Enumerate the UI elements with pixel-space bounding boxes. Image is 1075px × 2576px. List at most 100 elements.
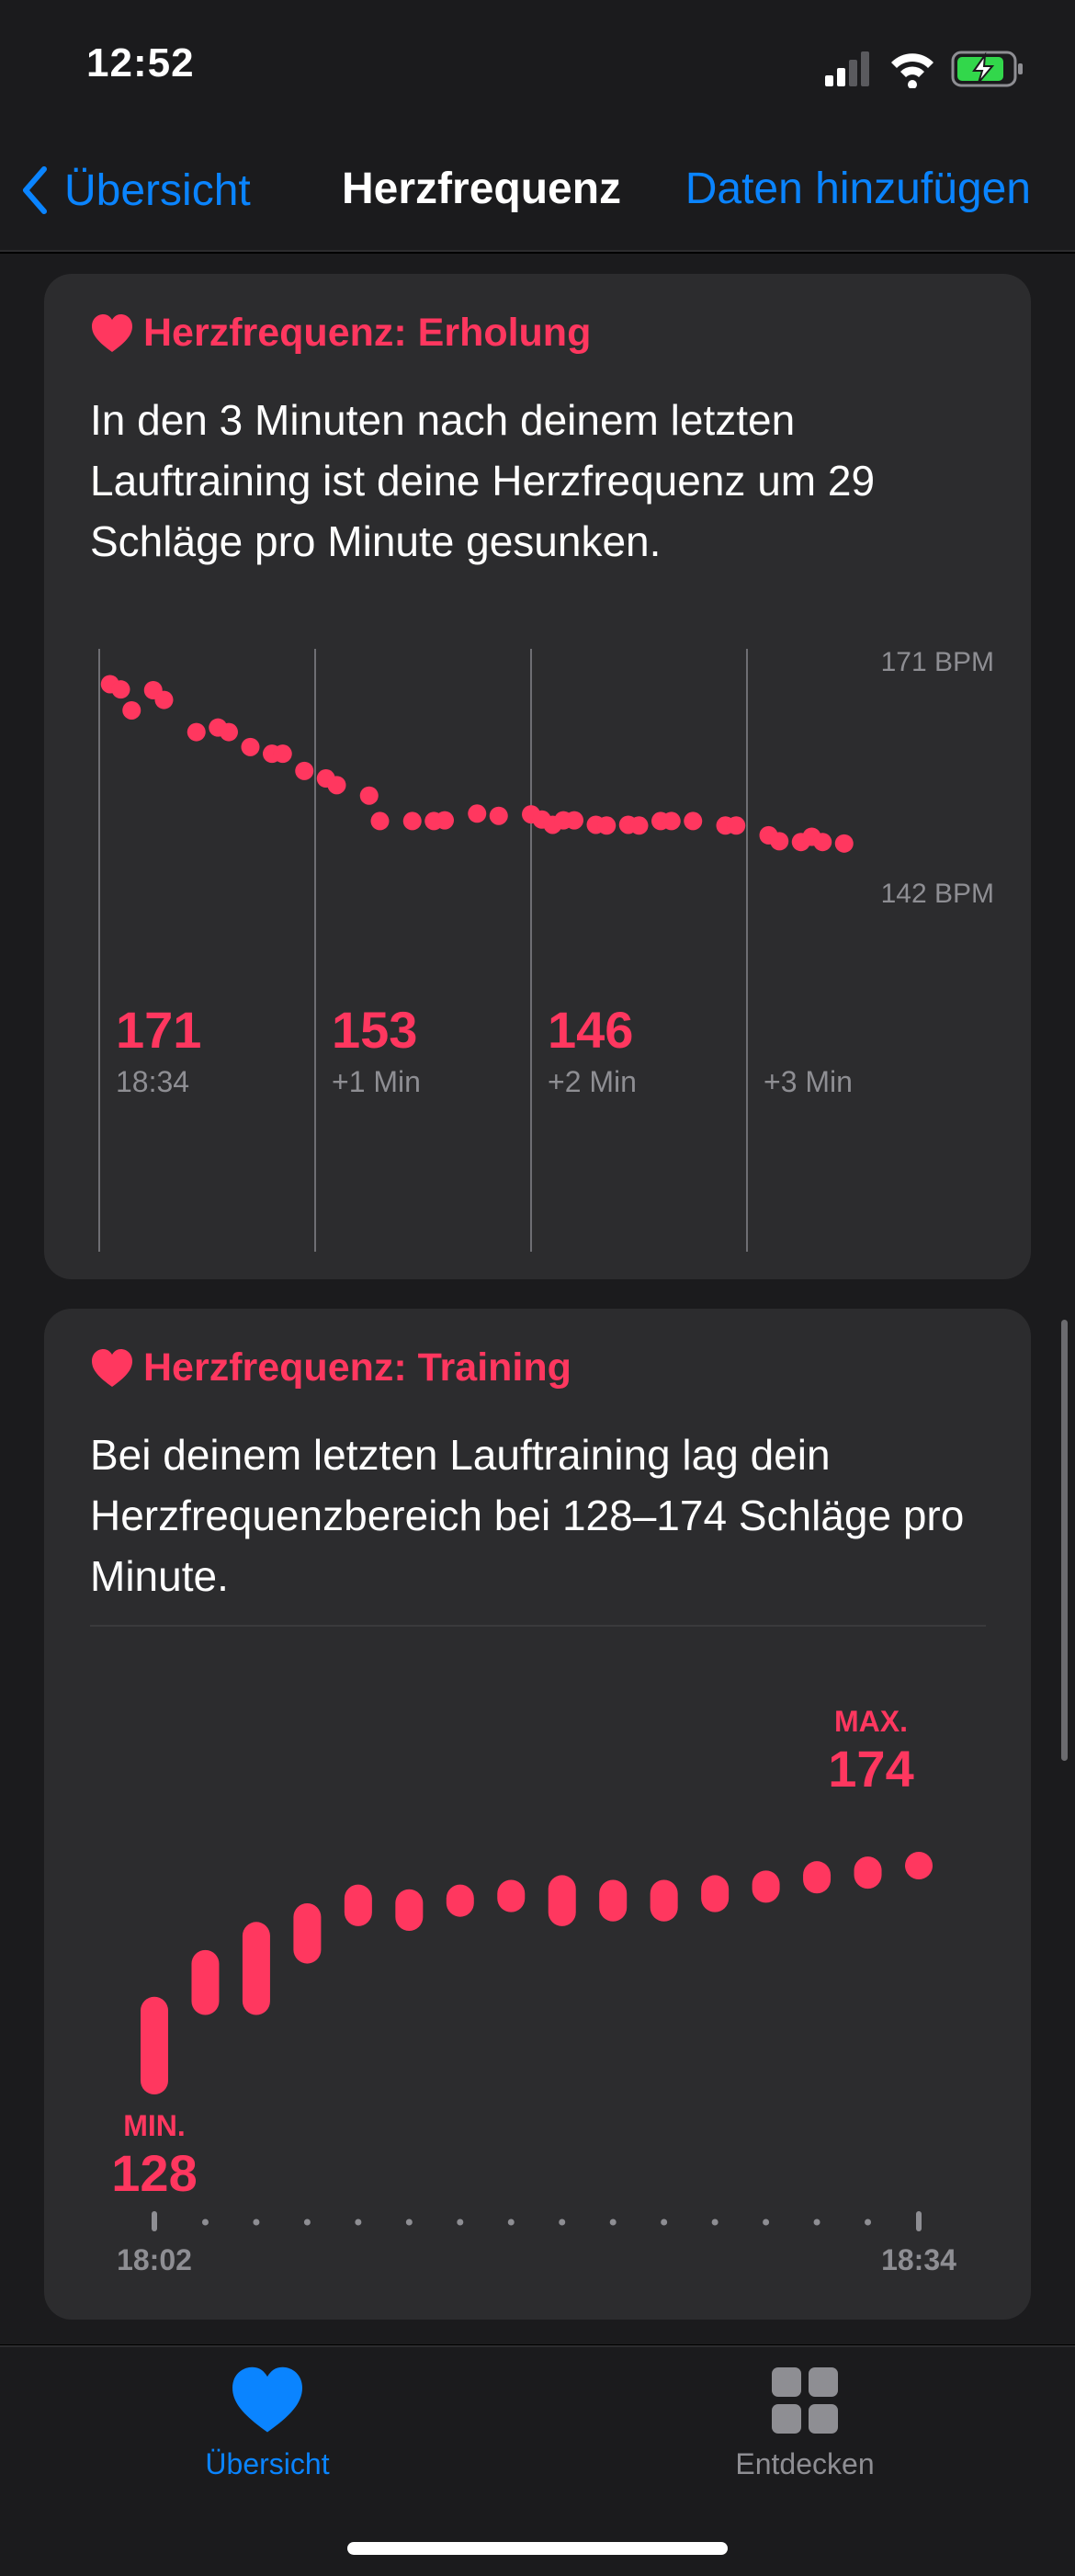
marker-value: 171 [116,1001,201,1059]
marker-label: 18:34 [116,1065,189,1098]
card-description: In den 3 Minuten nach deinem letzten Lau… [90,396,876,565]
range-bar [395,1889,424,1931]
x-axis-tick [355,2219,362,2226]
data-point [370,811,390,831]
x-axis-tick [152,2211,157,2231]
range-bar [599,1879,628,1922]
x-axis-tick [916,2211,922,2231]
range-bar [854,1856,882,1889]
marker-value: 146 [548,1001,633,1059]
data-point [727,816,746,835]
chevron-left-icon [23,166,47,214]
range-bar [497,1879,526,1912]
min-value: 128 [111,2144,197,2202]
back-button[interactable]: Übersicht [20,158,251,222]
y-axis-min-label: 142 BPM [881,879,994,909]
marker-label: +2 Min [548,1065,637,1098]
y-axis-max-label: 171 BPM [881,649,994,677]
data-point [834,834,854,853]
min-label: MIN. [123,2109,186,2142]
data-point [359,786,379,805]
heart-icon [232,2366,302,2433]
tab-discover[interactable]: Entdecken [667,2366,943,2481]
x-axis-start-label: 18:02 [117,2243,192,2276]
tab-label: Übersicht [205,2447,330,2480]
heart-icon [92,1348,132,1387]
main-content[interactable]: Herzfrequenz: Erholung In den 3 Minuten … [0,254,1075,2344]
x-axis-tick [507,2219,515,2226]
data-point [662,811,681,831]
x-axis-tick [201,2219,209,2226]
heart-icon [92,313,132,352]
range-bar [905,1852,933,1879]
range-bar [344,1884,372,1926]
x-axis-end-label: 18:34 [881,2243,956,2276]
x-axis-tick [865,2219,872,2226]
data-point [684,811,703,831]
data-point [122,700,141,720]
range-bar [548,1875,576,1926]
tab-label: Entdecken [735,2447,875,2480]
navigation-bar: 12:52 Übersicht Herzfrequenz Daten hinzu… [0,0,1075,252]
x-axis-tick [405,2219,413,2226]
data-point [468,804,487,823]
x-axis-tick [813,2219,820,2226]
card-title: Herzfrequenz: Training [143,1345,571,1390]
divider [90,1625,986,1627]
data-point [220,722,238,742]
home-indicator[interactable] [347,2542,728,2555]
x-axis-tick [559,2219,566,2226]
training-chart: MAX.174 MIN.128 18:02 18:34 [111,1705,956,2276]
data-point [327,776,346,795]
x-axis-tick [457,2219,464,2226]
range-bar [752,1870,780,1903]
page-title: Herzfrequenz [342,165,622,213]
marker-label: +3 Min [764,1065,853,1098]
tab-bar: Übersicht Entdecken [0,2345,1075,2576]
wifi-icon [891,53,934,88]
data-point [597,816,617,835]
data-point [402,811,422,831]
training-card[interactable]: Herzfrequenz: Training Bei deinem letzte… [44,1309,1031,2320]
battery-icon [951,51,1023,87]
tab-overview[interactable]: Übersicht [130,2366,405,2481]
data-point [436,811,454,830]
recovery-chart: 171 BPM 142 BPM 171 18:34 153 +1 Min 146 +2 Min… [98,649,994,1252]
x-axis-tick [253,2219,260,2226]
data-point [295,761,314,780]
marker-value: 153 [332,1001,417,1059]
x-axis-tick [711,2219,719,2226]
data-point [813,833,832,852]
data-point [241,737,260,756]
scroll-indicator[interactable] [1061,1320,1068,1761]
card-description: Bei deinem letzten Lauftraining lag dein… [90,1431,965,1600]
range-bar [293,1902,322,1964]
signal-icon [825,51,869,86]
add-data-button[interactable]: Daten hinzufügen [685,165,1031,213]
data-point [187,722,206,742]
data-point [629,816,649,835]
range-bar [242,1922,270,2015]
status-time: 12:52 [86,40,195,85]
range-bar [141,1996,168,2094]
marker-label: +1 Min [332,1065,421,1098]
range-bar [191,1949,220,2015]
status-icons [825,51,1023,88]
back-label: Übersicht [64,165,251,215]
range-bar [650,1879,678,1922]
data-point [154,690,174,709]
card-header: Herzfrequenz: Training [90,1345,571,1390]
max-value: 174 [828,1740,913,1798]
data-point [273,744,292,764]
data-point [489,806,508,825]
x-axis-tick [661,2219,668,2226]
data-point [111,680,130,699]
max-label: MAX. [834,1705,908,1738]
data-point [565,811,583,830]
range-bar [701,1875,730,1912]
recovery-card[interactable]: Herzfrequenz: Erholung In den 3 Minuten … [44,274,1031,1279]
range-bar [446,1884,474,1917]
x-axis-tick [609,2219,617,2226]
grid-icon [772,2367,838,2434]
card-header: Herzfrequenz: Erholung [90,311,591,356]
